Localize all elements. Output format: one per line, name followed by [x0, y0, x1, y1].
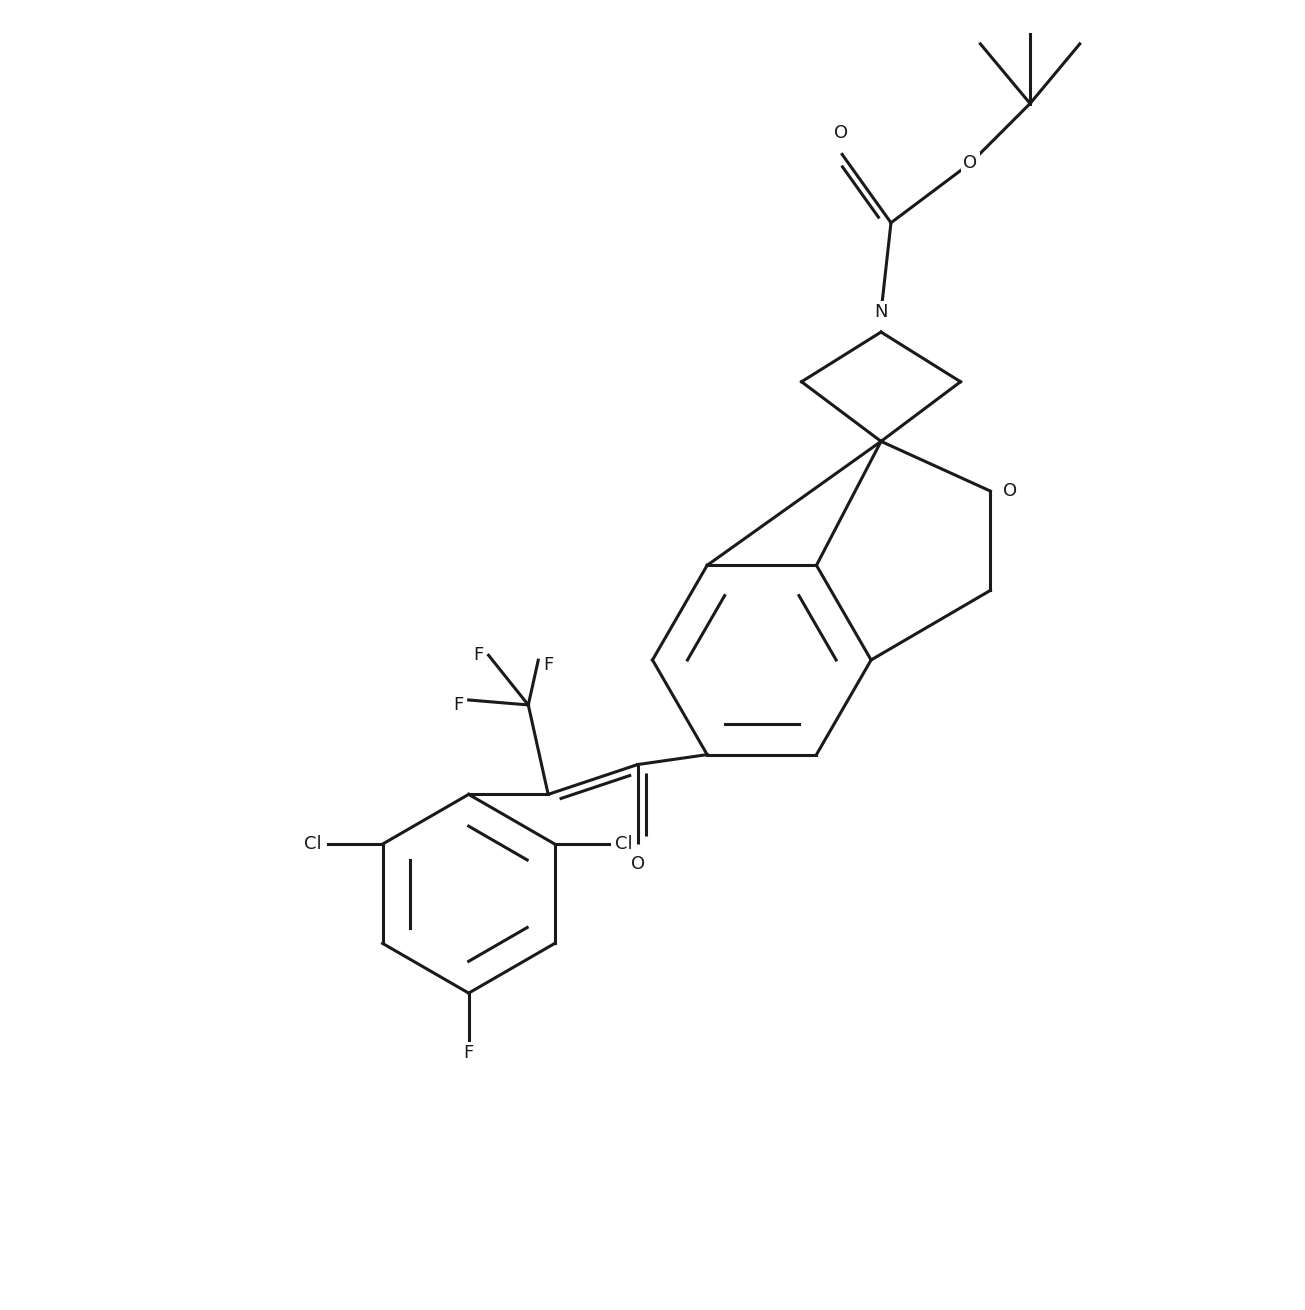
Text: F: F — [454, 696, 463, 714]
Text: O: O — [630, 855, 645, 872]
Text: N: N — [874, 303, 887, 321]
Text: O: O — [834, 124, 848, 143]
Text: Cl: Cl — [304, 834, 322, 853]
Text: F: F — [474, 646, 484, 664]
Text: O: O — [963, 155, 977, 172]
Text: O: O — [1004, 482, 1018, 500]
Text: F: F — [463, 1044, 474, 1061]
Text: F: F — [543, 656, 553, 675]
Text: Cl: Cl — [616, 834, 633, 853]
